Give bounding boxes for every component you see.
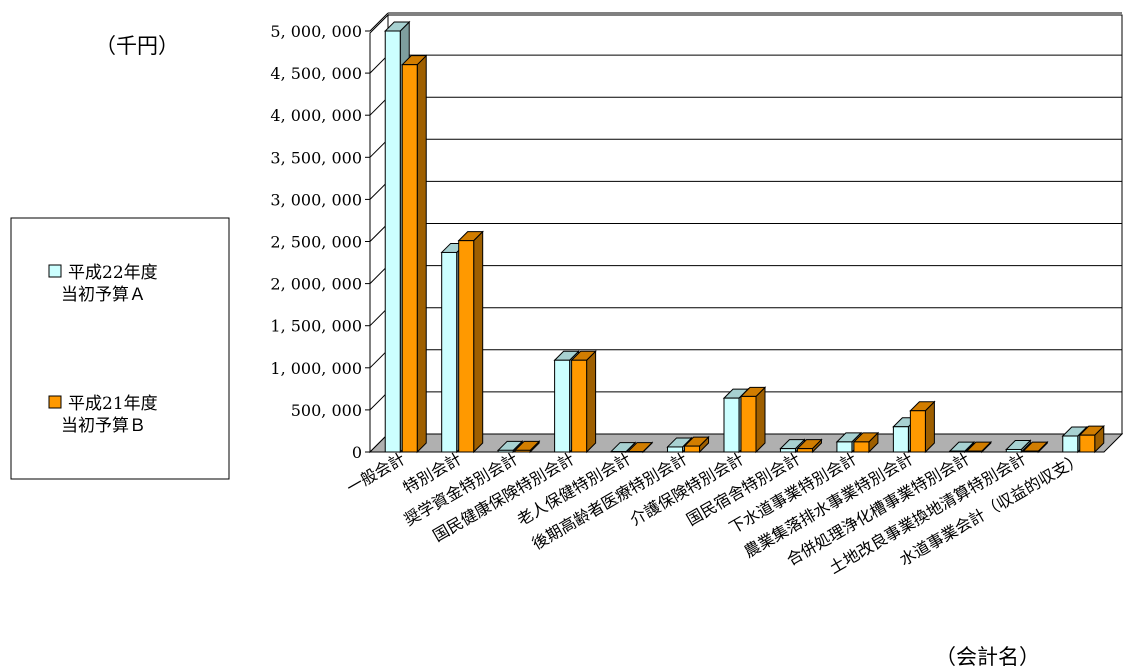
gridline-side	[369, 12, 389, 32]
bar-front	[627, 451, 644, 453]
bar-front	[796, 448, 813, 453]
bar-front	[949, 450, 966, 453]
y-tick-label: 5, 000, 000	[270, 22, 362, 41]
legend-label-b: 平成21年度当初予算Ｂ	[61, 394, 158, 436]
y-tick-label: 3, 500, 000	[270, 148, 362, 167]
bar-front	[892, 426, 909, 453]
bar-front	[441, 251, 458, 453]
y-tick-label: 3, 000, 000	[270, 190, 362, 209]
bar-front	[610, 451, 627, 453]
bar-b-10	[965, 440, 993, 454]
y-tick-label: 1, 000, 000	[270, 359, 362, 378]
bar-front	[740, 395, 757, 453]
bar-b-8	[852, 431, 880, 454]
y-axis-ticks: 0 500, 000 1, 000, 000 1, 500, 000 2, 000, 0…	[270, 22, 371, 462]
legend-label-a: 平成22年度当初予算Ａ	[61, 263, 158, 305]
bar-front	[684, 445, 701, 453]
x-axis-categories: 一般会計特別会計奨学資金特別会計国民健康保険特別会計老人保健特別会計後期高齢者医…	[343, 449, 1085, 577]
legend-label-line: 当初予算Ａ	[61, 285, 146, 305]
bar-b-9	[909, 400, 936, 454]
bar-front	[836, 441, 853, 453]
bar-front	[458, 240, 475, 453]
bar-b-4	[626, 441, 654, 454]
back-wall	[387, 14, 1123, 435]
y-tick-label: 1, 500, 000	[270, 317, 362, 336]
bar-b-0	[401, 54, 428, 454]
bars	[384, 20, 1105, 454]
bar-front	[966, 450, 983, 453]
bar-b-5	[683, 435, 710, 454]
y-tick-label: 2, 500, 000	[270, 233, 362, 252]
y-tick-label: 2, 000, 000	[270, 275, 362, 294]
bar-front	[1062, 435, 1079, 453]
bar-front	[1079, 434, 1096, 453]
bar-front	[667, 446, 684, 453]
bar-b-3	[570, 350, 597, 454]
legend-label-line: 当初予算Ｂ	[61, 416, 146, 436]
y-tick-label: 500, 000	[291, 401, 362, 420]
bar-side	[416, 54, 427, 454]
bar-b-2	[513, 440, 541, 454]
bar-front	[779, 448, 796, 453]
bar-front	[1005, 448, 1022, 453]
bar-front	[384, 30, 401, 453]
bar-a-10	[948, 440, 976, 454]
y-tick-label: 4, 500, 000	[270, 64, 362, 83]
legend: 平成22年度当初予算Ａ 平成21年度当初予算Ｂ	[10, 217, 230, 480]
bar-b-7	[796, 438, 823, 454]
bar-front	[401, 64, 418, 453]
bar-front	[909, 410, 926, 453]
bar-front	[853, 441, 870, 453]
legend-label-line: 平成21年度	[68, 394, 158, 414]
y-axis-label: （千円）	[95, 34, 179, 58]
bar-a-4	[609, 441, 637, 454]
bar-front	[1022, 450, 1039, 453]
y-tick-label: 0	[352, 443, 362, 462]
bar-front	[514, 449, 531, 453]
bar-b-6	[739, 386, 767, 454]
bar-front	[497, 449, 514, 453]
legend-box	[10, 217, 230, 480]
y-tick-label: 4, 000, 000	[270, 106, 362, 125]
bar-a-11	[1005, 439, 1032, 454]
bar-b-12	[1078, 424, 1105, 454]
legend-label-line: 平成22年度	[68, 263, 158, 283]
x-axis-label: （会計名）	[935, 645, 1040, 669]
bar-side	[473, 230, 484, 454]
bar-front	[554, 359, 571, 453]
legend-swatch-b	[48, 395, 62, 409]
legend-swatch-a	[48, 264, 62, 278]
bar-front	[723, 397, 740, 453]
bar-b-11	[1022, 440, 1049, 454]
bar-side	[755, 386, 766, 454]
bar-front	[571, 359, 588, 453]
bar-side	[586, 350, 597, 454]
bar-b-1	[457, 230, 484, 454]
